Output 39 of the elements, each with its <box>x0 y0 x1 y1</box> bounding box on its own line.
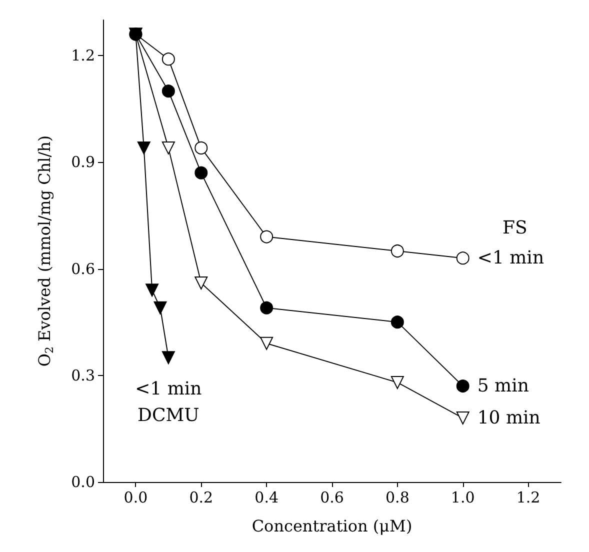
x-tick-label: 1.2 <box>516 488 540 506</box>
y-tick-label: 0.0 <box>71 473 95 491</box>
point <box>162 351 175 364</box>
x-tick-label: 0.0 <box>124 488 148 506</box>
x-tick-label: 0.2 <box>189 488 214 506</box>
point <box>390 244 404 258</box>
x-tick-label: 1.0 <box>450 488 475 506</box>
y-tick-label: 0.3 <box>71 366 95 384</box>
point <box>456 412 470 425</box>
point <box>154 301 167 314</box>
series-label: 5 min <box>477 376 530 397</box>
y-axis-title: O2 Evolved (mmol/mg Chl/h) <box>35 135 56 367</box>
point <box>260 336 274 350</box>
x-axis-title: Concentration (μM) <box>252 516 412 536</box>
annotation: FS <box>502 218 528 239</box>
x-tick-label: 0.4 <box>254 488 278 506</box>
y-tick-label: 0.6 <box>71 260 95 278</box>
point <box>260 230 274 244</box>
series-label: <1 min <box>477 248 544 269</box>
point <box>390 376 404 389</box>
point <box>456 380 470 393</box>
y-tick-label: 0.9 <box>71 153 95 172</box>
y-tick-label: 1.2 <box>71 46 95 65</box>
point <box>260 301 274 314</box>
point <box>194 276 208 290</box>
point <box>456 252 470 265</box>
point <box>194 141 208 154</box>
point <box>137 141 150 154</box>
point <box>162 84 175 98</box>
x-tick-label: 0.6 <box>320 488 344 506</box>
point <box>162 52 175 66</box>
point <box>390 316 404 329</box>
series-label: <1 min <box>135 378 202 400</box>
point <box>194 166 208 180</box>
annotation: DCMU <box>138 405 200 426</box>
x-tick-label: 0.8 <box>386 488 410 506</box>
point <box>162 141 175 154</box>
series-label: 10 min <box>477 408 541 429</box>
point <box>146 284 159 297</box>
